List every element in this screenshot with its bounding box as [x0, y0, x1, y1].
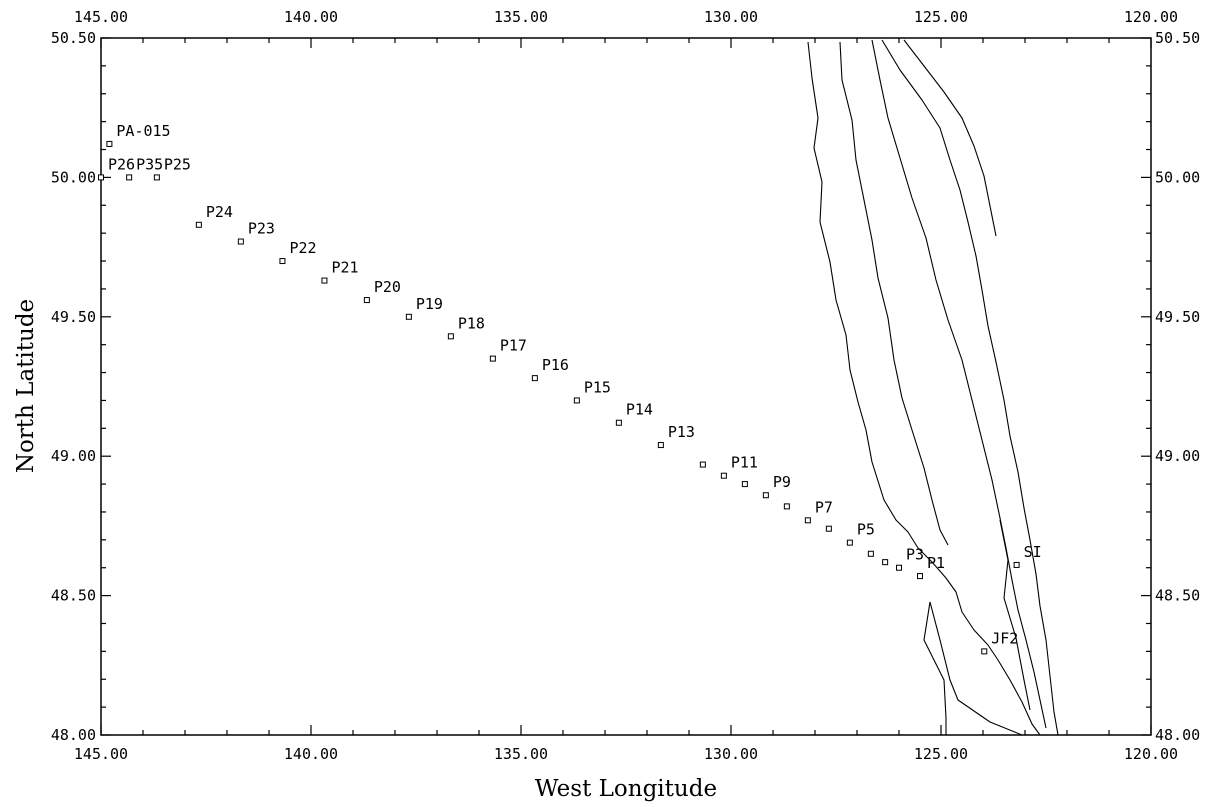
y-tick-label-right: 49.00: [1155, 447, 1200, 465]
station-label: SI: [1024, 543, 1042, 561]
y-tick-label-left: 49.50: [51, 308, 96, 326]
station-label: PA-015: [116, 122, 170, 140]
coastline: [807, 39, 1059, 736]
x-tick-label-bottom: 130.00: [704, 745, 758, 763]
station-label: P17: [500, 337, 527, 355]
station-marker: [981, 648, 988, 655]
x-tick-label-bottom: 120.00: [1124, 745, 1178, 763]
station-marker: [804, 517, 811, 524]
station-label: P11: [731, 454, 758, 472]
station-marker: [363, 297, 370, 304]
y-tick-label-left: 48.00: [51, 726, 96, 744]
station-marker: [882, 559, 889, 566]
y-tick-label-right: 48.50: [1155, 587, 1200, 605]
station-marker: [237, 238, 244, 245]
x-tick-label-bottom: 135.00: [494, 745, 548, 763]
x-tick-label-top: 120.00: [1124, 8, 1178, 26]
station-marker: [279, 258, 286, 265]
station-marker: [195, 221, 202, 228]
station-label: P35: [136, 155, 163, 173]
station-label: P16: [542, 356, 569, 374]
x-tick-label-top: 140.00: [284, 8, 338, 26]
y-tick-label-left: 49.00: [51, 447, 96, 465]
x-tick-label-bottom: 145.00: [74, 745, 128, 763]
x-tick-label-bottom: 140.00: [284, 745, 338, 763]
axis-tick-labels: 145.00 145.00 140.00 140.00 135.00 135.00 130.…: [51, 8, 1200, 763]
station-marker: [825, 525, 832, 532]
station-label: P21: [331, 259, 358, 277]
station-marker: [720, 472, 727, 479]
station-label: P22: [289, 239, 316, 257]
station-label: JF2: [991, 629, 1018, 647]
y-axis-title: North Latitude: [13, 299, 39, 473]
station-marker: [615, 419, 622, 426]
station-label: P1: [927, 554, 945, 572]
x-tick-label-top: 125.00: [914, 8, 968, 26]
x-axis-title: West Longitude: [535, 776, 717, 802]
station-marker: [917, 573, 923, 580]
station-marker: [657, 442, 664, 449]
station-label: P13: [668, 423, 695, 441]
station-marker: [699, 461, 706, 468]
x-tick-label-bottom: 125.00: [914, 745, 968, 763]
station-marker: [321, 277, 328, 284]
plot-frame: [100, 37, 1152, 736]
station-label: P15: [584, 378, 611, 396]
station-marker: [405, 313, 412, 320]
y-tick-label-left: 50.00: [51, 168, 96, 186]
station-marker: [741, 481, 748, 488]
station-markers: PA-015 P26 P35 P25 P24 P23 P22 P21 P20 P19 P18 P17 P…: [98, 122, 1042, 655]
station-label: P5: [857, 521, 875, 539]
station-marker: [846, 539, 853, 546]
station-label: P14: [626, 401, 653, 419]
station-label: P24: [206, 203, 233, 221]
station-marker: [531, 375, 538, 382]
station-label: P25: [164, 155, 191, 173]
station-marker: [762, 492, 769, 499]
station-marker: [106, 140, 113, 147]
station-marker: [447, 333, 454, 340]
station-marker: [1013, 561, 1020, 568]
station-label: P18: [458, 314, 485, 332]
x-tick-label-top: 135.00: [494, 8, 548, 26]
y-tick-label-right: 49.50: [1155, 308, 1200, 326]
station-label: P7: [815, 498, 833, 516]
y-tick-label-right: 50.00: [1155, 168, 1200, 186]
station-label: P19: [416, 295, 443, 313]
station-marker: [896, 564, 902, 571]
x-tick-label-top: 130.00: [704, 8, 758, 26]
station-marker: [573, 397, 580, 404]
station-marker: [867, 550, 874, 557]
station-label: P20: [374, 278, 401, 296]
station-marker: [98, 174, 104, 181]
y-tick-label-left: 48.50: [51, 587, 96, 605]
x-tick-label-top: 145.00: [74, 8, 128, 26]
y-tick-label-right: 50.50: [1155, 29, 1200, 47]
station-marker: [153, 174, 160, 181]
station-marker: [489, 355, 496, 362]
station-label: P3: [906, 546, 924, 564]
y-tick-label-right: 48.00: [1155, 726, 1200, 744]
y-tick-label-left: 50.50: [51, 29, 96, 47]
station-marker: [783, 503, 790, 510]
station-marker: [126, 174, 133, 181]
station-label: P9: [773, 473, 791, 491]
station-label: P23: [248, 220, 275, 238]
axis-ticks: [100, 37, 1152, 736]
station-label: P26: [108, 155, 135, 173]
